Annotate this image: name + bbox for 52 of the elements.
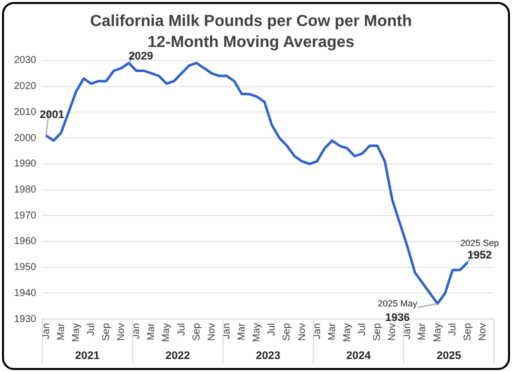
x-tick-label: May bbox=[70, 323, 82, 342]
x-tick-label: Jul bbox=[447, 323, 458, 336]
text: 2022 bbox=[166, 350, 190, 362]
x-tick-label: Nov bbox=[206, 323, 218, 341]
x-tick-label: Sep bbox=[282, 322, 293, 341]
x-tick-label: Jan bbox=[312, 323, 323, 340]
text: 2024 bbox=[346, 350, 372, 362]
y-tick-label: 1960 bbox=[14, 236, 37, 248]
x-tick-label: Jul bbox=[356, 323, 368, 336]
x-tick-label: Mar bbox=[146, 322, 158, 340]
x-tick-label: May bbox=[161, 323, 172, 342]
x-tick-label: Nov bbox=[296, 323, 308, 341]
text: 2023 bbox=[256, 350, 280, 362]
x-tick-label: May bbox=[252, 323, 263, 342]
y-tick-label: 1990 bbox=[14, 158, 37, 170]
data-label: 2025 Sep 1952 bbox=[460, 238, 499, 262]
chart-subtitle: 12-Month Moving Averages bbox=[148, 34, 355, 52]
x-tick-label: Jan bbox=[40, 323, 52, 340]
x-tick-label: Jan bbox=[131, 323, 142, 340]
y-tick-label: 1950 bbox=[14, 262, 37, 274]
text: 2025 bbox=[436, 350, 462, 362]
x-tick-label: Jan bbox=[402, 323, 414, 340]
y-tick-label: 1980 bbox=[14, 184, 37, 196]
chart-title: California Milk Pounds per Cow per Month bbox=[90, 13, 412, 30]
x-tick-label: Nov bbox=[387, 323, 398, 341]
text: 2021 bbox=[75, 350, 100, 362]
data-label: 2025 May 1936 bbox=[378, 298, 418, 324]
x-tick-label: Sep bbox=[372, 322, 384, 341]
y-tick-label: 2020 bbox=[14, 81, 37, 92]
x-tick-label: May bbox=[432, 323, 444, 342]
x-tick-label: Nov bbox=[116, 323, 128, 341]
x-tick-label: Sep bbox=[462, 322, 474, 341]
x-tick-label: Mar bbox=[417, 322, 428, 340]
x-tick-label: Jan bbox=[221, 323, 232, 340]
x-tick-label: Nov bbox=[477, 323, 488, 341]
data-label: 2029 bbox=[128, 50, 154, 63]
y-tick-label: 2010 bbox=[14, 106, 37, 118]
x-tick-label: Mar bbox=[326, 322, 338, 340]
x-tick-label: Jul bbox=[176, 323, 188, 336]
y-tick-label: 1970 bbox=[14, 210, 37, 222]
y-tick-label: 2000 bbox=[14, 132, 37, 144]
x-tick-label: Sep bbox=[100, 322, 112, 341]
x-tick-label: Jul bbox=[86, 323, 97, 336]
x-tick-label: Mar bbox=[56, 322, 67, 340]
y-tick-label: 2030 bbox=[14, 55, 37, 66]
data-label: 2001 bbox=[40, 108, 64, 121]
y-tick-label: 1940 bbox=[14, 288, 37, 299]
x-tick-label: Sep bbox=[191, 322, 202, 341]
x-tick-label: May bbox=[342, 323, 353, 342]
x-tick-label: Jul bbox=[266, 323, 278, 336]
y-tick-label: 1930 bbox=[14, 314, 37, 325]
x-tick-label: Mar bbox=[236, 322, 248, 340]
